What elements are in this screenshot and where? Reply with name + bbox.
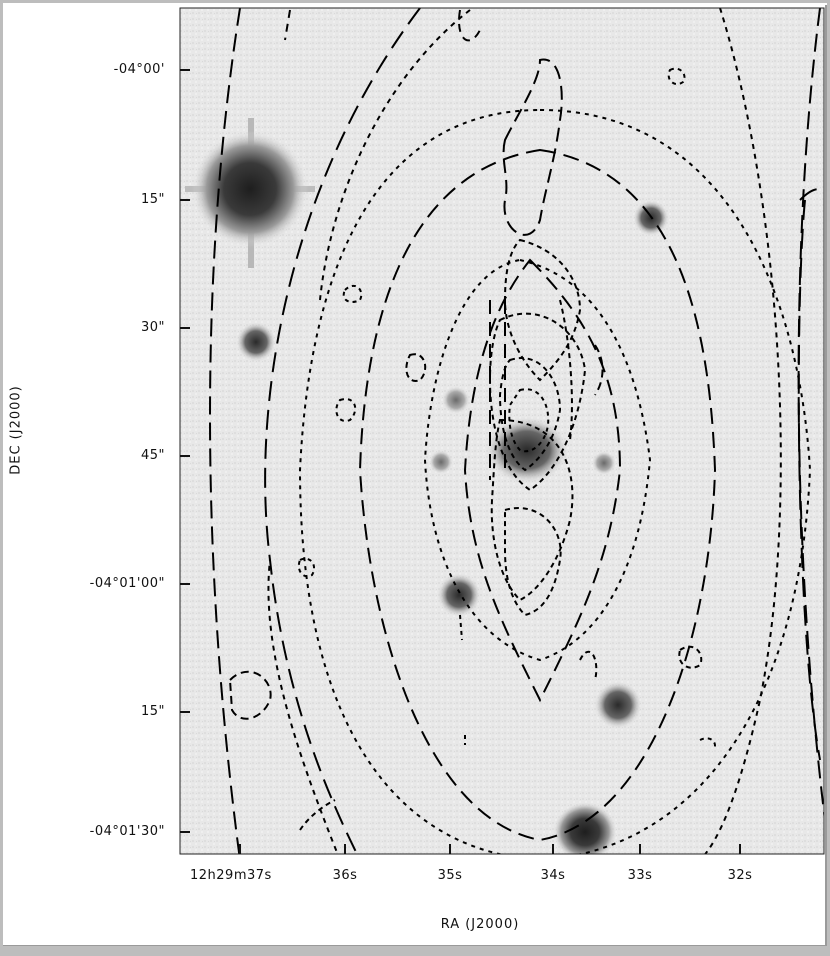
x-tick-label: 36s — [332, 868, 358, 883]
y-tick-label: 15" — [140, 192, 165, 207]
star — [592, 451, 616, 475]
y-tick-label: -04°01'30" — [89, 824, 165, 839]
contours — [209, 8, 824, 854]
y-axis-label: DEC (J2000) — [8, 385, 24, 475]
bright-star — [185, 118, 315, 268]
star — [442, 386, 470, 414]
y-tick-label: 30" — [140, 320, 165, 335]
star — [437, 573, 481, 617]
plot-border — [179, 7, 825, 855]
y-tick-label: 15" — [140, 704, 165, 719]
x-tick-label: 12h29m37s — [190, 868, 272, 883]
x-tick-label: 34s — [540, 868, 566, 883]
y-tick-label: -04°01'00" — [89, 576, 165, 591]
y-tick-label: 45" — [140, 448, 165, 463]
star — [594, 681, 642, 729]
x-axis-label: RA (J2000) — [440, 917, 520, 932]
star — [553, 802, 617, 854]
x-ticks — [239, 844, 741, 854]
bottom-rule — [0, 946, 830, 956]
y-tick-label: -04°00' — [113, 62, 165, 77]
x-tick-label: 33s — [627, 868, 653, 883]
star — [429, 450, 453, 474]
star — [236, 322, 276, 362]
x-tick-label: 32s — [727, 868, 753, 883]
x-tick-label: 35s — [437, 868, 463, 883]
y-ticks — [180, 69, 190, 833]
